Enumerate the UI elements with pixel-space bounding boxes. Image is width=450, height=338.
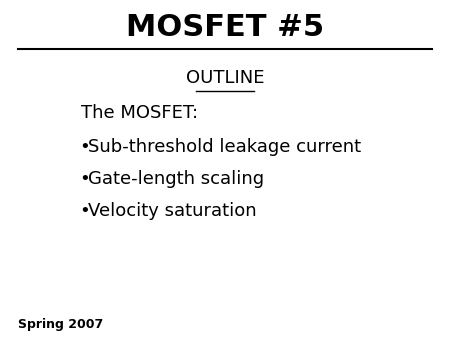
Text: OUTLINE: OUTLINE <box>186 69 264 87</box>
Text: Velocity saturation: Velocity saturation <box>88 202 256 220</box>
Text: •: • <box>79 170 90 188</box>
Text: •: • <box>79 138 90 156</box>
Text: MOSFET #5: MOSFET #5 <box>126 13 324 42</box>
Text: Gate-length scaling: Gate-length scaling <box>88 170 264 188</box>
Text: Spring 2007: Spring 2007 <box>18 318 103 331</box>
Text: Sub-threshold leakage current: Sub-threshold leakage current <box>88 138 361 156</box>
Text: •: • <box>79 202 90 220</box>
Text: The MOSFET:: The MOSFET: <box>81 104 198 122</box>
